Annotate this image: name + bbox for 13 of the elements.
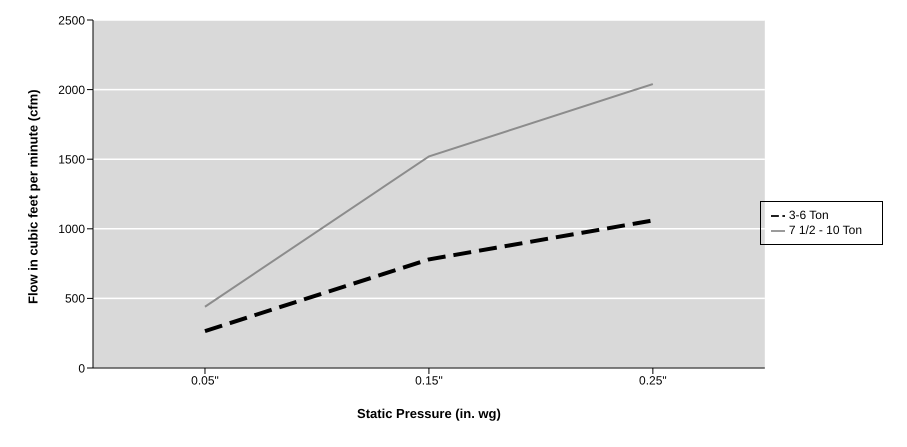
legend-label: 7 1/2 - 10 Ton [788,223,862,237]
x-axis-title: Static Pressure (in. wg) [357,406,501,421]
y-tick-label: 2500 [58,13,86,28]
x-tick-label: 0.15" [415,374,443,388]
y-tick-label: 1000 [58,222,86,236]
y-tick-label: 2000 [58,82,86,97]
y-tick-label: 0 [78,361,86,376]
x-tick-label: 0.05" [191,374,219,388]
legend-label: 3-6 Ton [788,208,829,222]
x-tick-label: 0.25" [639,374,667,388]
y-tick-label: 500 [64,292,86,306]
y-tick-label: 1500 [58,152,86,166]
y-axis-title: Flow in cubic feet per minute (cfm) [26,89,41,304]
